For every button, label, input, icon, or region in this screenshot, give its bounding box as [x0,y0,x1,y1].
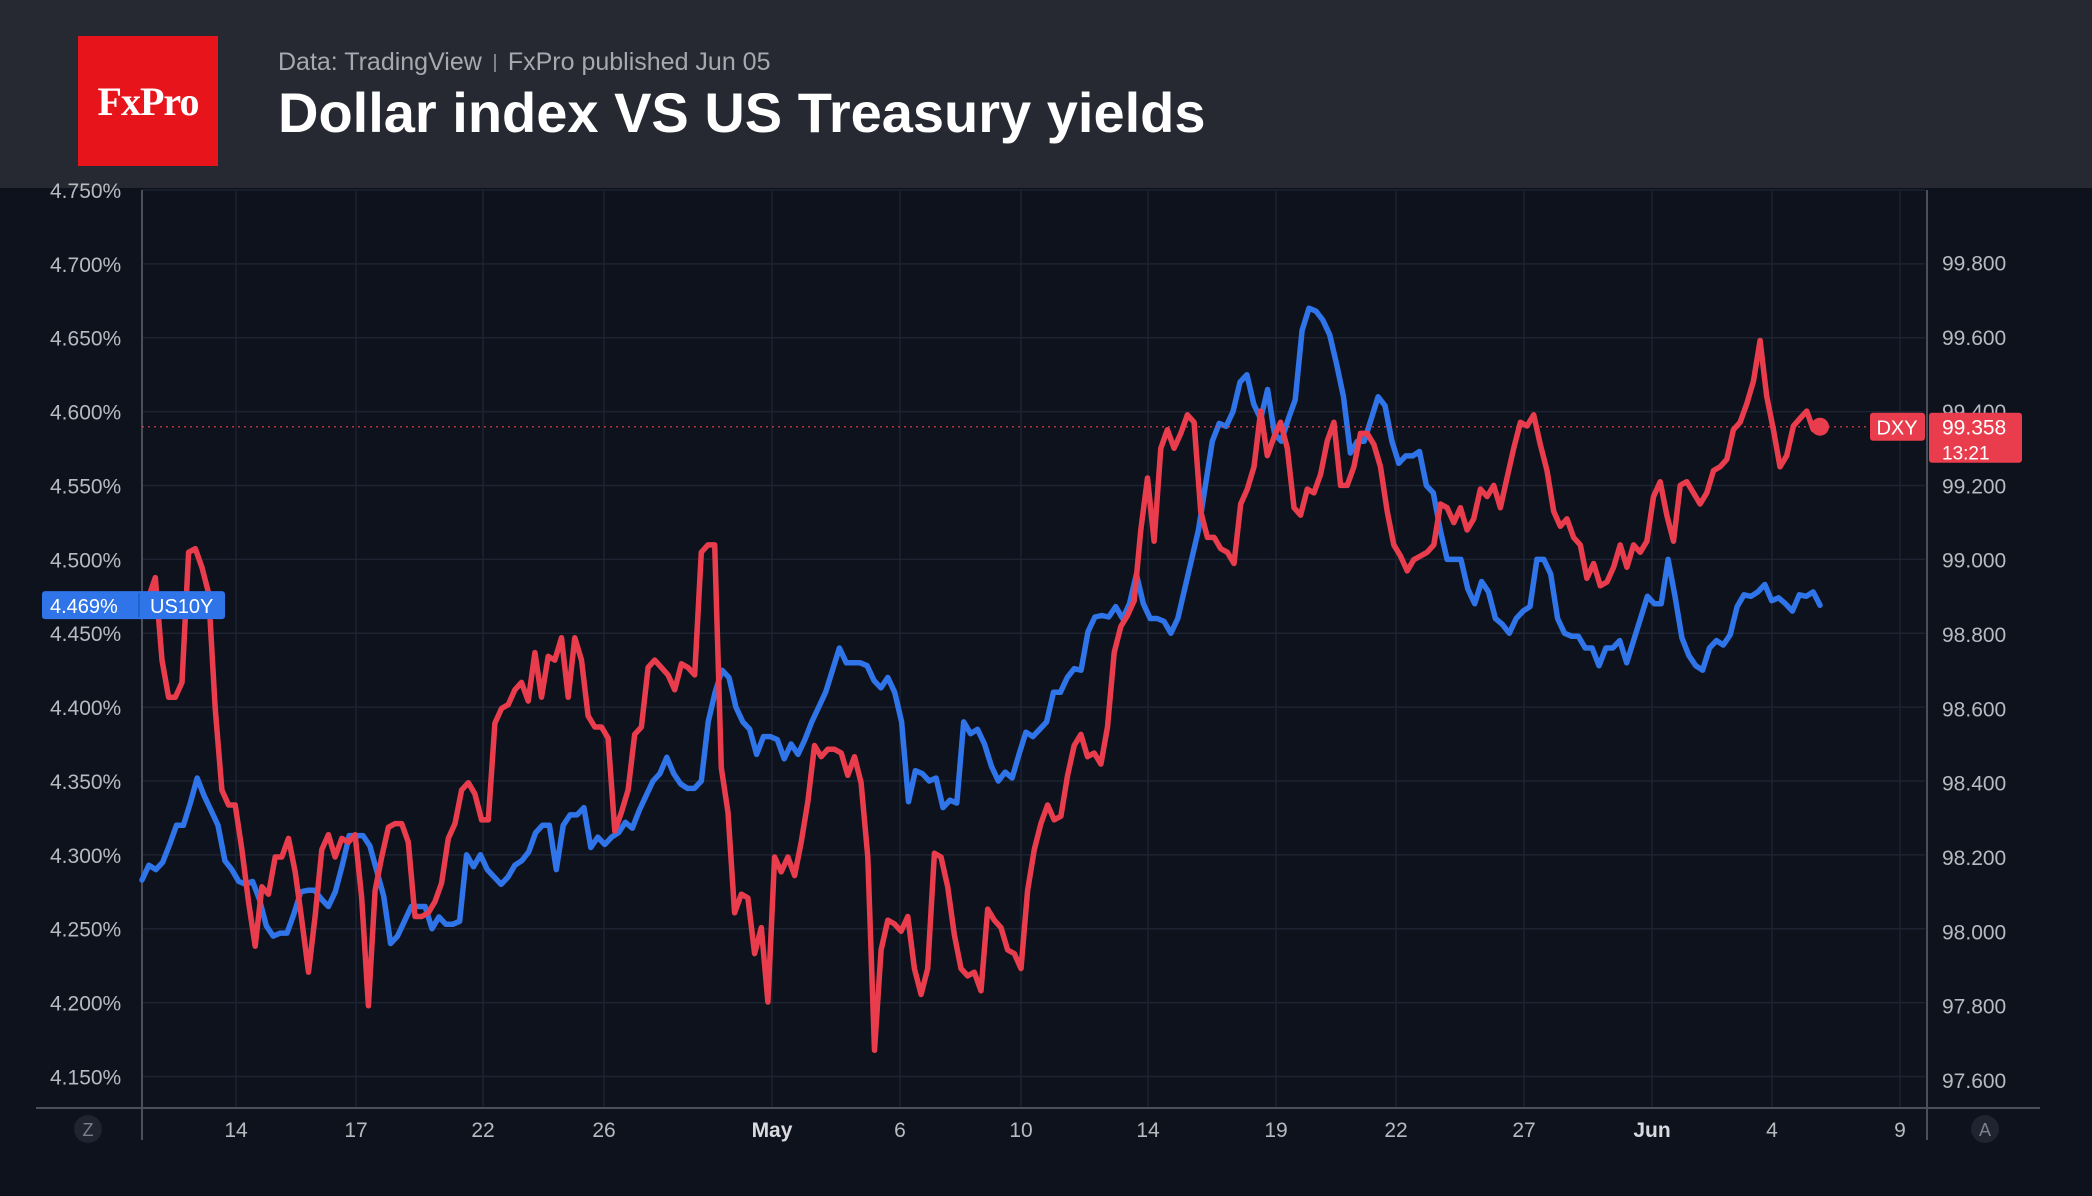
data-source: Data: TradingView [278,48,482,76]
dxy-price-tag [1929,412,2022,463]
x-tick-label: 22 [471,1119,494,1142]
y-left-tick-label: 4.350% [50,771,121,794]
x-tick-label: 22 [1384,1119,1407,1142]
published-date: FxPro published Jun 05 [507,48,771,76]
y-left-tick-label: 4.250% [50,919,121,942]
y-left-tick-label: 4.550% [50,475,121,498]
zoom-button-label: Z [83,1120,94,1140]
dxy-series-name: DXY [1876,418,1917,440]
x-tick-label: 26 [592,1119,615,1142]
y-right-tick-label: 98.400 [1942,773,2006,796]
y-right-tick-label: 99.800 [1942,252,2006,275]
y-left-tick-label: 4.200% [50,993,121,1016]
y-left-tick-label: 4.750% [50,180,121,203]
y-left-tick-label: 4.500% [50,549,121,572]
y-right-tick-label: 98.800 [1942,624,2006,647]
y-right-tick-label: 99.000 [1942,550,2006,573]
y-left-tick-label: 4.700% [50,254,121,277]
us10y-series-name: US10Y [150,596,213,618]
y-left-tick-label: 4.650% [50,328,121,351]
x-tick-label: May [752,1119,793,1142]
y-right-tick-label: 98.600 [1942,698,2006,721]
x-tick-label: 9 [1894,1119,1906,1142]
series-line-dxy [139,337,1823,1054]
x-tick-label: 14 [1136,1119,1160,1142]
dxy-last-point [1811,417,1829,436]
dxy-series-tag [1870,412,1925,441]
y-right-tick-label: 97.600 [1942,1070,2006,1093]
x-tick-label: 17 [344,1119,367,1142]
x-tick-label: 6 [894,1119,906,1142]
y-right-tick-label: 99.200 [1942,475,2006,498]
header-bar: FxPro Data: TradingView FxPro published … [0,0,2092,188]
y-left-tick-label: 4.600% [50,402,121,425]
separator [493,53,496,72]
y-left-tick-label: 4.150% [50,1066,121,1089]
zoom-button [74,1115,102,1143]
us10y-tag [42,591,225,620]
x-tick-label: 4 [1766,1119,1778,1142]
x-tick-label: 19 [1264,1119,1287,1142]
x-tick-label: 14 [224,1119,248,1142]
y-left-tick-label: 4.400% [50,697,121,720]
y-right-tick-label: 97.800 [1942,996,2006,1019]
y-left-tick-label: 4.450% [50,623,121,646]
x-tick-label: 27 [1512,1119,1535,1142]
y-right-tick-label: 98.200 [1942,847,2006,870]
auto-scale-button [1971,1115,1999,1143]
series-line-us10y [139,305,1823,947]
dxy-last-value: 99.358 [1942,417,2006,440]
y-right-tick-label: 99.600 [1942,327,2006,350]
page-title: Dollar index VS US Treasury yields [278,81,1206,144]
auto-scale-button-label: A [1979,1120,1991,1140]
y-left-tick-label: 4.300% [50,845,121,868]
source-line: Data: TradingView FxPro published Jun 05 [278,48,771,77]
x-tick-label: 10 [1009,1119,1032,1142]
x-tick-label: Jun [1633,1119,1670,1142]
y-right-tick-label: 98.000 [1942,921,2006,944]
fxpro-logo: FxPro [78,36,218,166]
dxy-countdown: 13:21 [1942,444,1990,465]
us10y-last-value: 4.469% [50,596,118,618]
